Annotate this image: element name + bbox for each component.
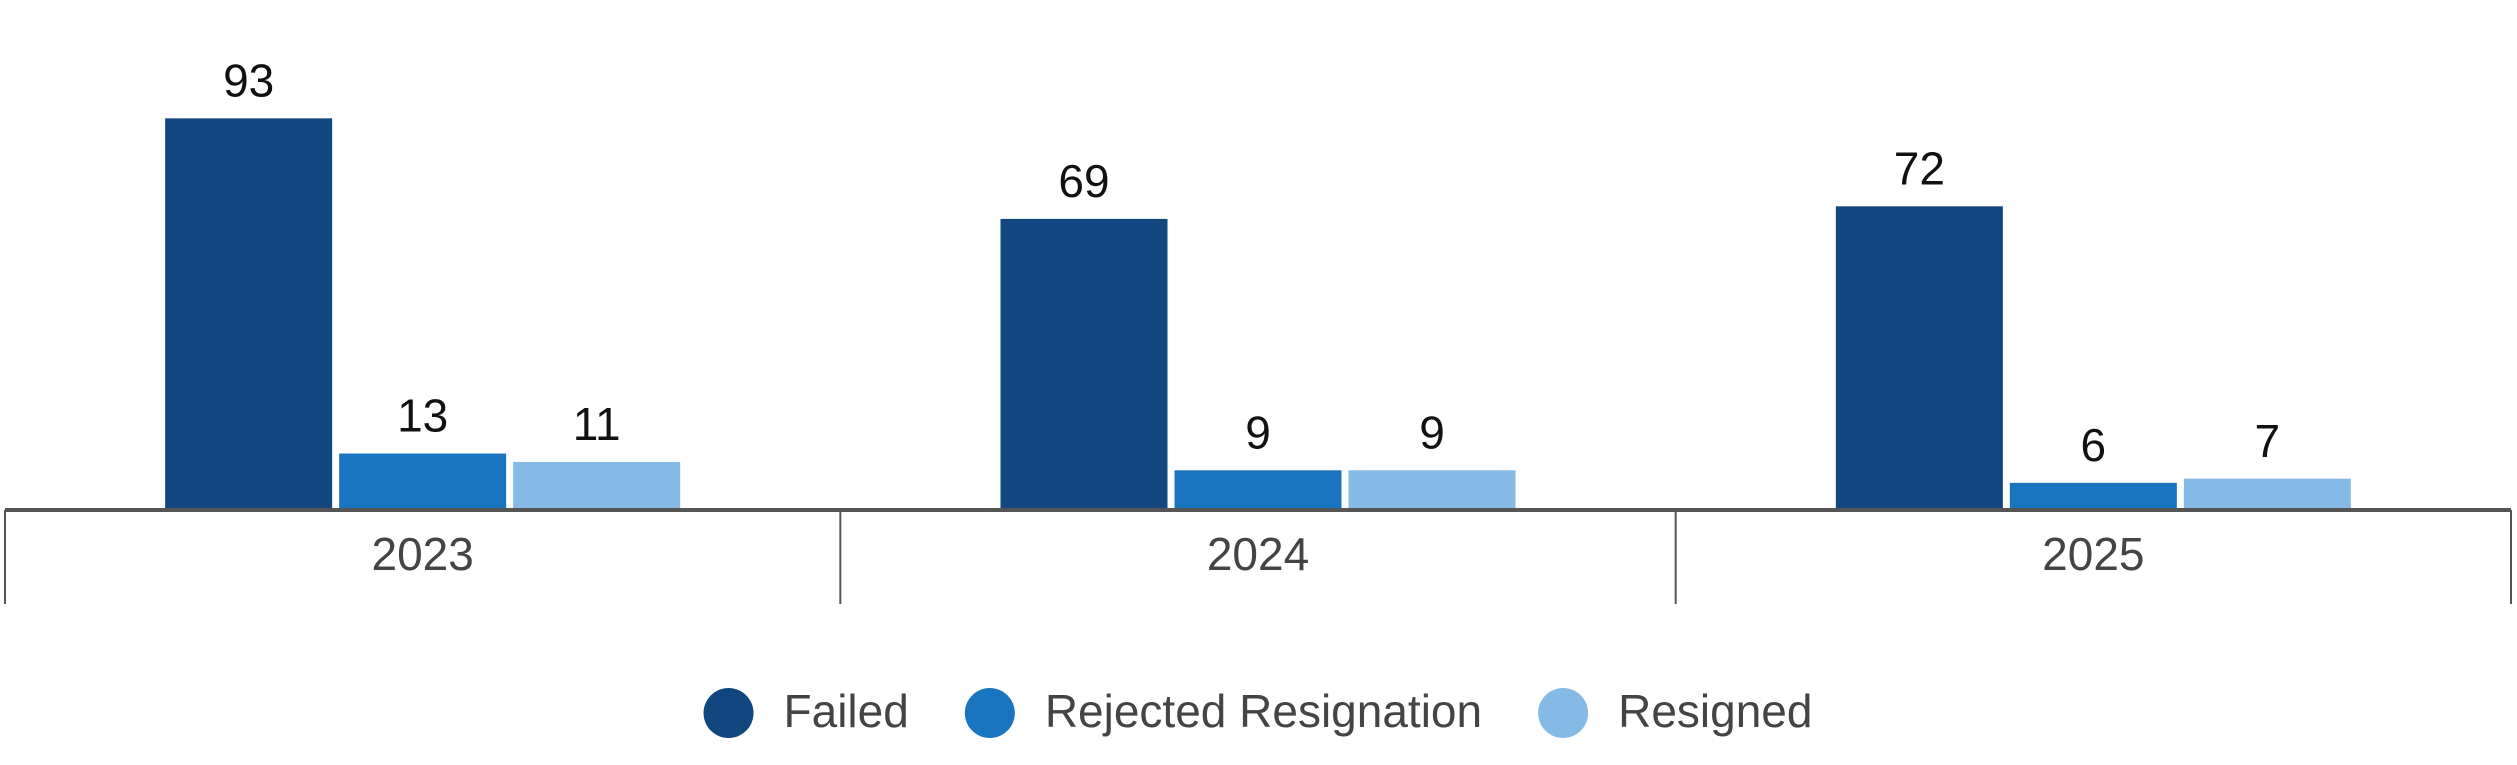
legend-swatch (964, 688, 1015, 738)
legend-swatch (1538, 688, 1589, 738)
value-label: 9 (1245, 406, 1271, 458)
value-label: 6 (2081, 419, 2107, 471)
bar (165, 118, 333, 508)
bar (339, 453, 507, 508)
legend-swatch (703, 688, 754, 738)
bar (1835, 206, 2003, 508)
value-label: 93 (223, 54, 274, 106)
x-tick-label: 2025 (2042, 528, 2144, 580)
legend-label: Rejected Resignation (1045, 685, 1482, 737)
value-label: 11 (573, 398, 621, 450)
bar (2009, 482, 2177, 508)
bar (513, 461, 681, 508)
value-label: 69 (1058, 155, 1109, 207)
x-tick-label: 2024 (1207, 528, 1309, 580)
value-label: 9 (1419, 406, 1445, 458)
value-label: 72 (1894, 142, 1945, 194)
value-label: 13 (397, 390, 448, 442)
value-label: 7 (2255, 415, 2281, 467)
x-tick-label: 2023 (371, 528, 473, 580)
bar (1174, 470, 1342, 508)
legend-label: Resigned (1618, 685, 1812, 737)
legend-label: Failed (784, 685, 909, 737)
bar (2183, 478, 2351, 508)
bar (1348, 470, 1516, 508)
bar (1000, 218, 1168, 508)
